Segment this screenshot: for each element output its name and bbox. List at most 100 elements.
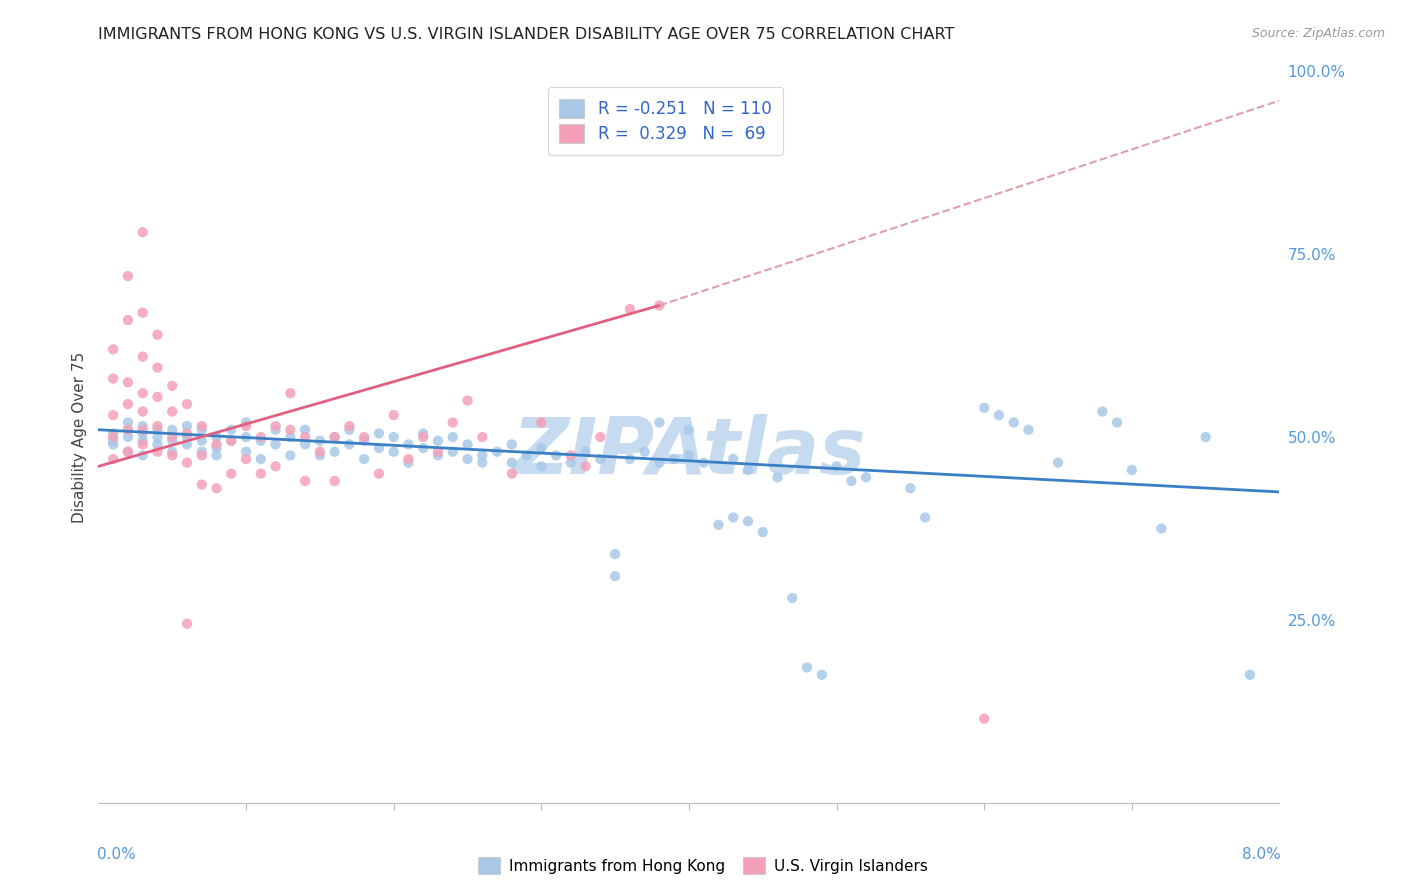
Point bbox=[751, 525, 773, 540]
Point bbox=[219, 423, 242, 437]
Point bbox=[1046, 456, 1069, 470]
Point bbox=[103, 430, 125, 444]
Point bbox=[1091, 404, 1114, 418]
Point bbox=[589, 452, 612, 467]
Point bbox=[278, 449, 302, 463]
Point bbox=[782, 591, 804, 605]
Point bbox=[456, 393, 478, 408]
Point bbox=[117, 430, 139, 444]
Point bbox=[1194, 430, 1216, 444]
Point bbox=[471, 456, 494, 470]
Point bbox=[117, 269, 139, 284]
Point bbox=[633, 444, 655, 458]
Point bbox=[973, 712, 995, 726]
Y-axis label: Disability Age Over 75: Disability Age Over 75 bbox=[72, 351, 87, 523]
Point bbox=[235, 416, 257, 430]
Point bbox=[117, 397, 139, 411]
Text: 0.0%: 0.0% bbox=[97, 847, 136, 862]
Point bbox=[294, 430, 316, 444]
Point bbox=[132, 423, 155, 437]
Point bbox=[264, 459, 287, 474]
Point bbox=[589, 430, 612, 444]
Point bbox=[530, 416, 553, 430]
Point bbox=[485, 444, 508, 458]
Point bbox=[264, 419, 287, 434]
Point bbox=[146, 423, 169, 437]
Point bbox=[205, 449, 228, 463]
Legend: Immigrants from Hong Kong, U.S. Virgin Islanders: Immigrants from Hong Kong, U.S. Virgin I… bbox=[472, 851, 934, 880]
Point bbox=[176, 437, 198, 451]
Point bbox=[456, 452, 478, 467]
Point bbox=[810, 667, 832, 681]
Point bbox=[176, 397, 198, 411]
Point bbox=[323, 444, 346, 458]
Point bbox=[353, 452, 375, 467]
Point bbox=[103, 408, 125, 422]
Point bbox=[530, 441, 553, 455]
Point bbox=[367, 441, 389, 455]
Point bbox=[766, 470, 789, 484]
Point bbox=[441, 444, 464, 458]
Point bbox=[176, 419, 198, 434]
Point bbox=[648, 298, 671, 312]
Point bbox=[162, 444, 183, 458]
Point bbox=[308, 449, 332, 463]
Point bbox=[191, 477, 214, 491]
Point bbox=[176, 426, 198, 441]
Point bbox=[132, 404, 155, 418]
Point bbox=[191, 444, 214, 458]
Point bbox=[441, 416, 464, 430]
Point bbox=[501, 456, 523, 470]
Point bbox=[146, 360, 169, 375]
Point bbox=[191, 423, 214, 437]
Point bbox=[678, 423, 700, 437]
Point bbox=[323, 430, 346, 444]
Point bbox=[103, 434, 125, 448]
Point bbox=[412, 426, 434, 441]
Point bbox=[471, 449, 494, 463]
Point bbox=[132, 437, 155, 451]
Point bbox=[219, 467, 242, 481]
Point bbox=[396, 437, 419, 451]
Point bbox=[308, 434, 332, 448]
Point bbox=[353, 434, 375, 448]
Point bbox=[132, 386, 155, 401]
Point bbox=[337, 437, 360, 451]
Point bbox=[648, 416, 671, 430]
Point bbox=[796, 660, 818, 674]
Point bbox=[235, 452, 257, 467]
Point bbox=[132, 350, 155, 364]
Point bbox=[412, 430, 434, 444]
Point bbox=[146, 430, 169, 444]
Point bbox=[132, 426, 155, 441]
Point bbox=[103, 437, 125, 451]
Point bbox=[117, 444, 139, 458]
Point bbox=[103, 452, 125, 467]
Point bbox=[250, 452, 273, 467]
Point bbox=[132, 306, 155, 320]
Point bbox=[1105, 416, 1128, 430]
Point bbox=[146, 390, 169, 404]
Point bbox=[515, 449, 537, 463]
Text: 8.0%: 8.0% bbox=[1241, 847, 1281, 862]
Point bbox=[117, 376, 139, 390]
Point bbox=[176, 456, 198, 470]
Point bbox=[1017, 423, 1039, 437]
Point bbox=[382, 408, 405, 422]
Point bbox=[353, 430, 375, 444]
Point bbox=[117, 423, 139, 437]
Point bbox=[103, 343, 125, 357]
Point bbox=[219, 434, 242, 448]
Point bbox=[560, 456, 582, 470]
Point bbox=[117, 444, 139, 458]
Point bbox=[664, 452, 686, 467]
Point bbox=[619, 452, 641, 467]
Text: ZIPAtlas: ZIPAtlas bbox=[512, 414, 866, 490]
Point bbox=[250, 434, 273, 448]
Point bbox=[530, 459, 553, 474]
Point bbox=[235, 430, 257, 444]
Point bbox=[132, 419, 155, 434]
Point bbox=[162, 404, 183, 418]
Point bbox=[396, 456, 419, 470]
Point bbox=[973, 401, 995, 415]
